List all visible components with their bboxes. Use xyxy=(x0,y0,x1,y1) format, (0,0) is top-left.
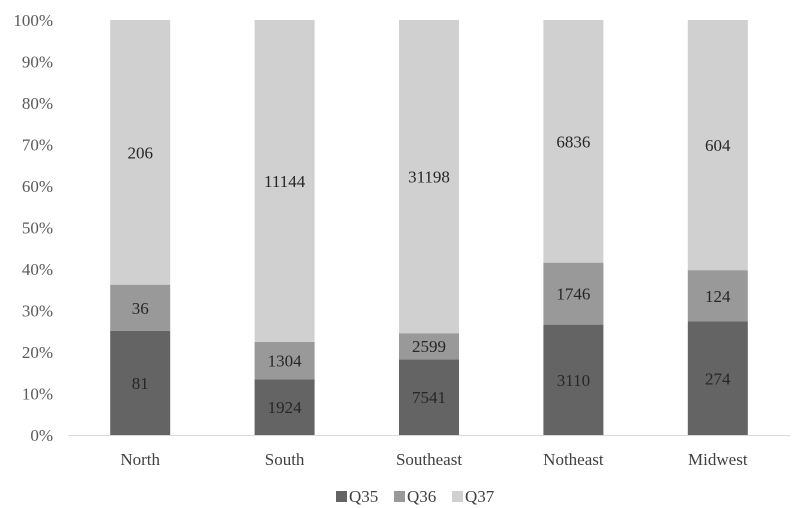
x-category-label: South xyxy=(265,450,305,469)
data-label-q35-notheast: 3110 xyxy=(557,371,590,390)
data-label-q37-midwest: 604 xyxy=(705,136,731,155)
x-category-label: Midwest xyxy=(688,450,748,469)
data-label-q37-north: 206 xyxy=(127,143,153,162)
bar-segment-q35-north xyxy=(110,330,171,435)
y-tick-label: 70% xyxy=(22,136,53,155)
y-tick-label: 20% xyxy=(22,343,53,362)
y-tick-label: 10% xyxy=(22,385,53,404)
y-tick-label: 40% xyxy=(22,260,53,279)
x-category-label: North xyxy=(120,450,160,469)
x-category-label: Notheast xyxy=(543,450,604,469)
legend: Q35 Q36 Q37 xyxy=(336,487,495,506)
y-tick-label: 100% xyxy=(13,11,53,30)
bar-segment-q35-south xyxy=(254,379,315,435)
data-label-q37-notheast: 6836 xyxy=(556,132,590,151)
y-tick-label: 30% xyxy=(22,302,53,321)
data-label-q35-southeast: 7541 xyxy=(412,388,446,407)
legend-label-q35: Q35 xyxy=(349,487,378,506)
bar-segment-q36-midwest xyxy=(687,270,748,322)
bar-segment-q36-north xyxy=(110,284,171,331)
y-tick-label: 80% xyxy=(22,94,53,113)
bar-segment-q36-notheast xyxy=(543,262,604,325)
bar-area: 81 36 206 1924 1304 11144 7541 2599 31198 3110 174… xyxy=(110,20,748,435)
data-label-q35-north: 81 xyxy=(132,374,149,393)
legend-label-q36: Q36 xyxy=(407,487,436,506)
data-label-q37-southeast: 31198 xyxy=(408,168,450,187)
legend-swatch-q37 xyxy=(452,491,463,502)
data-label-q36-southeast: 2599 xyxy=(412,337,446,356)
data-label-q37-south: 11144 xyxy=(264,172,306,191)
x-axis: North South Southeast Notheast Midwest xyxy=(68,435,790,469)
legend-swatch-q35 xyxy=(336,491,347,502)
y-tick-label: 60% xyxy=(22,177,53,196)
bar-segment-q35-notheast xyxy=(543,324,604,435)
bar-segment-q35-midwest xyxy=(687,321,748,435)
legend-label-q37: Q37 xyxy=(465,487,495,506)
data-label-q36-notheast: 1746 xyxy=(556,285,590,304)
y-tick-label: 50% xyxy=(22,219,53,238)
data-label-q36-midwest: 124 xyxy=(705,287,731,306)
data-label-q36-north: 36 xyxy=(132,299,149,318)
bar-segment-q37-north xyxy=(110,20,171,285)
legend-swatch-q36 xyxy=(394,491,405,502)
x-category-label: Southeast xyxy=(396,450,462,469)
bar-segment-q35-southeast xyxy=(399,359,459,435)
bar-segment-q37-notheast xyxy=(543,20,604,263)
bar-segment-q37-southeast xyxy=(399,20,459,334)
bar-segment-q36-south xyxy=(254,341,315,380)
y-tick-label: 0% xyxy=(30,426,53,445)
y-axis: 0% 10% 20% 30% 40% 50% 60% 70% 80% 90% 100% xyxy=(13,11,53,445)
bar-segment-q37-midwest xyxy=(687,20,748,271)
data-label-q35-midwest: 274 xyxy=(705,369,731,388)
bar-segment-q36-southeast xyxy=(399,333,459,360)
y-tick-label: 90% xyxy=(22,53,53,72)
data-label-q35-south: 1924 xyxy=(268,398,303,417)
bar-segment-q37-south xyxy=(254,20,315,342)
data-label-q36-south: 1304 xyxy=(268,352,303,371)
